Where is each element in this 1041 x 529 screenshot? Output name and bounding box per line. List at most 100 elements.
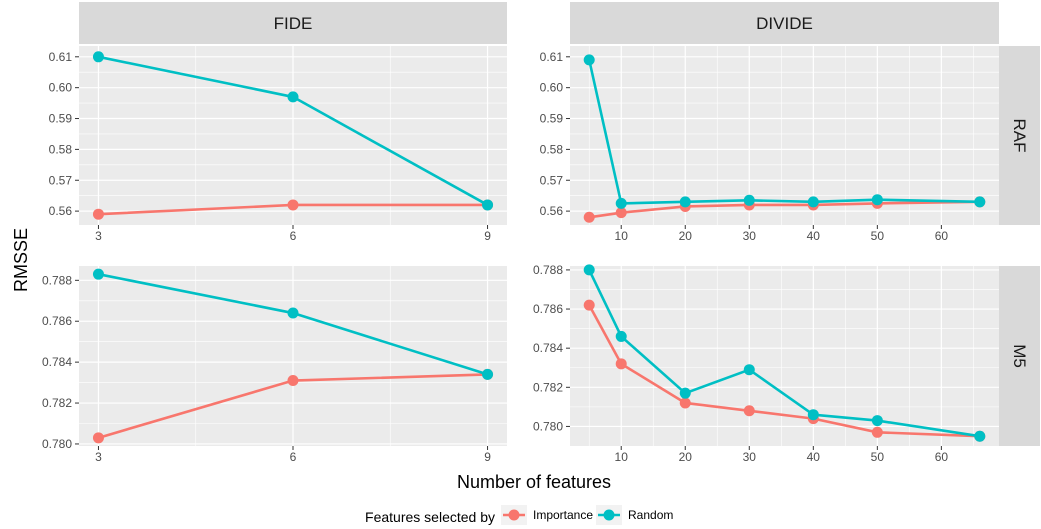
strip-label-divide: DIVIDE: [756, 14, 813, 33]
y-tick-label: 0.59: [540, 112, 564, 126]
data-point-importance: [615, 207, 627, 219]
y-tick-label: 0.57: [49, 173, 73, 187]
x-tick-label: 20: [679, 450, 693, 464]
strip-background: [570, 2, 999, 44]
strip-background: [999, 266, 1040, 446]
x-tick-label: 50: [871, 450, 885, 464]
y-tick-label: 0.60: [540, 81, 564, 95]
x-tick-label: 9: [484, 229, 491, 243]
panel-background: [570, 46, 999, 225]
data-point-random: [583, 54, 595, 66]
y-tick-label: 0.786: [533, 302, 563, 316]
series-random: [583, 264, 986, 442]
panel-divide-raf: 0.56 0.57 0.58 0.59 0.60 0.61 10 20 30 40 50 60: [540, 46, 999, 243]
x-axis-title: Number of features: [457, 472, 611, 492]
data-point-importance: [615, 358, 627, 370]
data-point-importance: [743, 405, 755, 417]
x-tick-label: 20: [679, 229, 693, 243]
strip-background: [999, 46, 1040, 225]
data-point-random: [807, 409, 819, 421]
panels: FIDE DIVIDE RAF M5 0.56 0.57 0.58 0.59 0.60 0.61 3…: [42, 2, 1040, 464]
x-tick-label: 3: [95, 229, 102, 243]
data-point-random: [679, 387, 691, 399]
data-point-random: [871, 194, 883, 206]
data-point-random: [974, 196, 986, 208]
series-random: [92, 51, 494, 211]
data-point-random: [92, 268, 104, 280]
x-tick-label: 40: [807, 229, 821, 243]
y-tick-label: 0.56: [540, 204, 564, 218]
data-point-importance: [92, 208, 104, 220]
strip-raf: RAF: [999, 46, 1040, 225]
y-tick-label: 0.782: [533, 380, 563, 394]
data-point-random: [871, 415, 883, 427]
strip-background: [79, 2, 507, 44]
data-point-random: [583, 264, 595, 276]
strip-label-m5: M5: [1010, 344, 1029, 368]
data-point-random: [482, 199, 494, 211]
strip-m5: M5: [999, 266, 1040, 446]
x-tick-label: 60: [935, 450, 949, 464]
y-tick-label: 0.60: [49, 81, 73, 95]
data-point-random: [482, 368, 494, 380]
x-tick-label: 30: [743, 450, 757, 464]
legend-entry-importance: Importance: [501, 505, 593, 525]
y-tick-label: 0.56: [49, 204, 73, 218]
legend-entry-random: Random: [596, 505, 673, 525]
x-tick-label: 6: [290, 450, 297, 464]
data-point-random: [615, 330, 627, 342]
legend-label-random: Random: [628, 508, 673, 522]
x-tick-label: 3: [95, 450, 102, 464]
y-tick-label: 0.786: [42, 314, 72, 328]
y-tick-label: 0.57: [540, 173, 564, 187]
data-point-random: [287, 91, 299, 103]
strip-label-raf: RAF: [1010, 119, 1029, 153]
data-point-random: [743, 364, 755, 376]
data-point-random: [807, 196, 819, 208]
data-point-random: [974, 430, 986, 442]
strip-label-fide: FIDE: [274, 14, 313, 33]
x-tick-label: 10: [615, 229, 629, 243]
legend: Features selected by Importance Random: [365, 505, 673, 525]
strip-divide: DIVIDE: [570, 2, 999, 44]
panel-fide-raf: 0.56 0.57 0.58 0.59 0.60 0.61 3 6 9: [49, 46, 507, 243]
y-tick-label: 0.782: [42, 396, 72, 410]
x-tick-label: 40: [807, 450, 821, 464]
x-tick-label: 50: [871, 229, 885, 243]
data-point-importance: [92, 432, 104, 444]
legend-key-point: [603, 509, 615, 521]
data-point-importance: [287, 199, 299, 211]
x-tick-label: 60: [935, 229, 949, 243]
series-random: [583, 54, 986, 209]
data-point-importance: [871, 426, 883, 438]
x-tick-label: 9: [484, 450, 491, 464]
y-tick-label: 0.61: [49, 50, 73, 64]
data-point-importance: [679, 397, 691, 409]
strip-fide: FIDE: [79, 2, 507, 44]
y-axis-title: RMSSE: [11, 228, 31, 292]
legend-label-importance: Importance: [533, 508, 593, 522]
y-tick-label: 0.784: [42, 355, 72, 369]
y-tick-label: 0.788: [42, 273, 72, 287]
y-tick-label: 0.58: [540, 142, 564, 156]
y-tick-label: 0.61: [540, 50, 564, 64]
data-point-importance: [583, 299, 595, 311]
y-tick-label: 0.780: [533, 419, 563, 433]
data-point-random: [743, 194, 755, 206]
legend-title: Features selected by: [365, 509, 495, 525]
y-tick-label: 0.59: [49, 112, 73, 126]
x-tick-label: 10: [615, 450, 629, 464]
legend-key-point: [508, 509, 520, 521]
x-tick-label: 6: [290, 229, 297, 243]
data-point-random: [92, 51, 104, 63]
y-tick-label: 0.780: [42, 437, 72, 451]
y-tick-label: 0.784: [533, 341, 563, 355]
data-point-random: [287, 307, 299, 319]
data-point-importance: [287, 375, 299, 387]
y-tick-label: 0.788: [533, 263, 563, 277]
x-tick-label: 30: [743, 229, 757, 243]
data-point-random: [615, 197, 627, 209]
panel-background: [570, 266, 999, 446]
y-tick-label: 0.58: [49, 142, 73, 156]
